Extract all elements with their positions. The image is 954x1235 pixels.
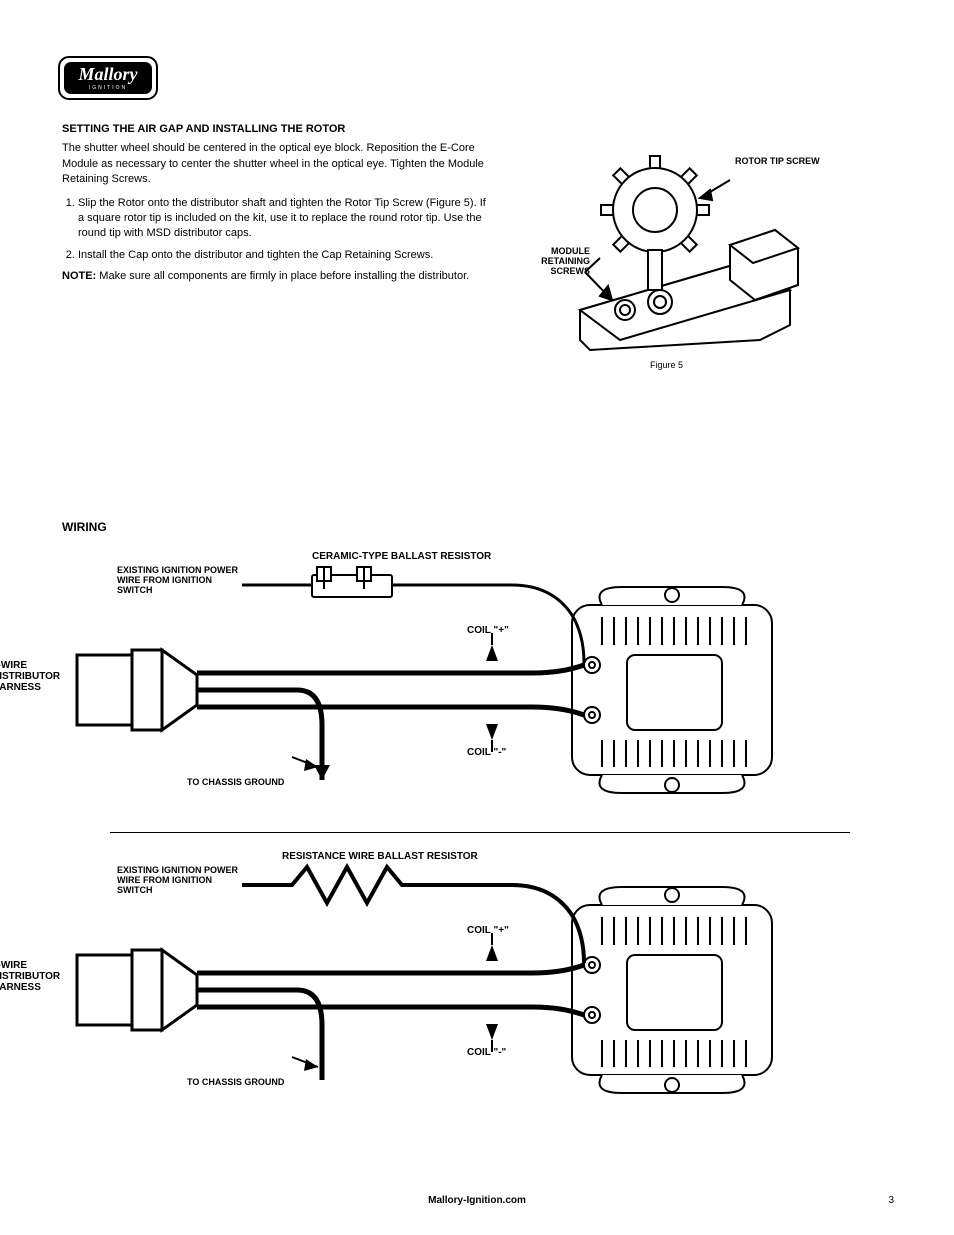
brand-logo: Mallory IGNITION	[58, 56, 158, 100]
footer-site: Mallory-Ignition.com	[428, 1195, 526, 1206]
diag-b-ballast-label: RESISTANCE WIRE BALLAST RESISTOR	[282, 851, 478, 862]
footer-page-number: 3	[888, 1195, 894, 1206]
intro-note-text: Make sure all components are firmly in p…	[99, 270, 469, 282]
diag-a-ground: TO CHASSIS GROUND	[187, 777, 284, 787]
intro-note-label: NOTE:	[62, 270, 96, 282]
diag-a-ballast-label: CERAMIC-TYPE BALLAST RESISTOR	[312, 551, 491, 562]
intro-block: SETTING THE AIR GAP AND INSTALLING THE R…	[62, 122, 492, 293]
logo-brand-text: Mallory	[77, 64, 138, 84]
diag-b-distributor: 3-WIRE DISTRIBUTOR HARNESS	[0, 960, 72, 993]
diag-a-coil-plus: COIL "+"	[467, 625, 509, 636]
diag-b-coil-plus: COIL "+"	[467, 925, 509, 936]
wiring-section-title: WIRING	[62, 520, 892, 534]
diag-b-ground: TO CHASSIS GROUND	[187, 1077, 284, 1087]
intro-step-1: Slip the Rotor onto the distributor shaf…	[78, 196, 492, 242]
logo-sub-text: IGNITION	[89, 85, 127, 91]
diag-b-existing: EXISTING IGNITION POWER WIRE FROM IGNITI…	[117, 865, 247, 895]
wiring-diagram-a: CERAMIC-TYPE BALLAST RESISTOR COIL "+" C…	[62, 545, 892, 815]
intro-note: NOTE: Make sure all components are firml…	[62, 269, 492, 284]
figure-5-label: Figure 5	[650, 360, 683, 370]
diag-a-coil-minus: COIL "-"	[467, 747, 506, 758]
intro-title: SETTING THE AIR GAP AND INSTALLING THE R…	[62, 122, 492, 137]
diag-a-existing: EXISTING IGNITION POWER WIRE FROM IGNITI…	[117, 565, 247, 595]
rotor-tip-label: ROTOR TIP SCREW	[735, 156, 820, 166]
diag-b-coil-minus: COIL "-"	[467, 1047, 506, 1058]
module-screws-label: MODULE RETAINING SCREWS	[530, 246, 590, 276]
intro-p1: The shutter wheel should be centered in …	[62, 141, 492, 187]
wiring-divider	[110, 832, 850, 833]
diag-a-distributor: 3-WIRE DISTRIBUTOR HARNESS	[0, 660, 72, 693]
wiring-diagram-b: RESISTANCE WIRE BALLAST RESISTOR COIL "+…	[62, 845, 892, 1115]
rotor-module-diagram: ROTOR TIP SCREW MODULE RETAINING SCREWS …	[530, 150, 880, 380]
intro-step-2: Install the Cap onto the distributor and…	[78, 248, 492, 263]
